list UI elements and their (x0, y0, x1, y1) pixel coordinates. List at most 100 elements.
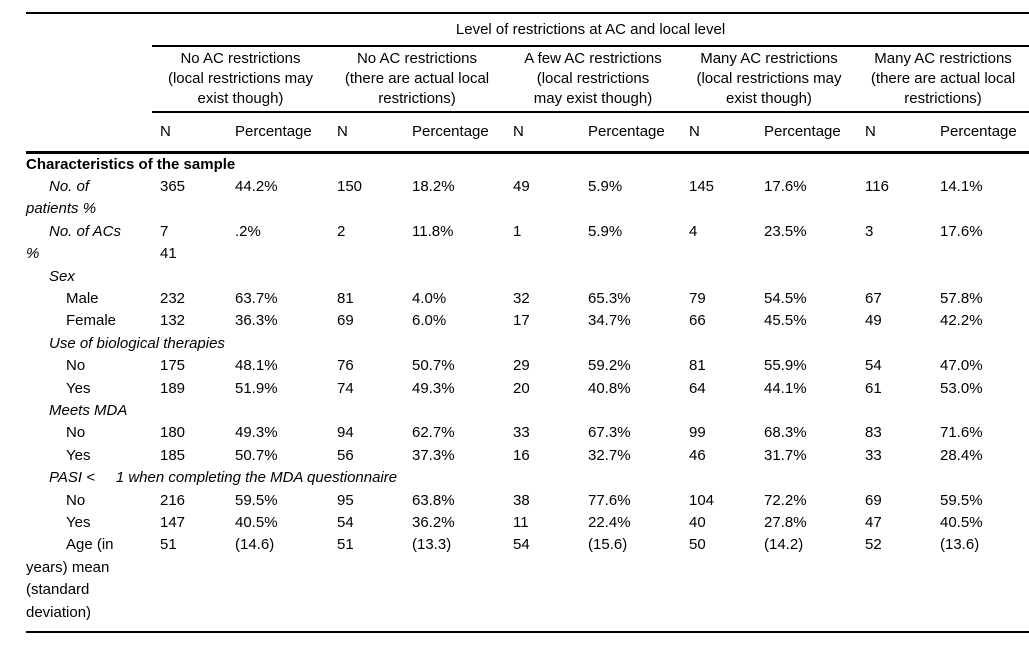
restrictions-table: Level of restrictions at AC and local le… (26, 12, 1029, 634)
label-line: Sex (49, 267, 75, 285)
percentage-value: 59.2% (588, 357, 631, 375)
percentage-value: 47.0% (940, 357, 983, 375)
percentage-value: 67.3% (588, 424, 631, 442)
n-value: 99 (689, 424, 706, 442)
row-label: No (26, 422, 152, 444)
percentage-value: 40.8% (588, 379, 631, 397)
label-line: years) mean (26, 558, 110, 576)
percentage-value: 18.2% (412, 177, 455, 195)
col-header-n: N (329, 112, 404, 154)
percentage-value: (14.2) (764, 536, 804, 554)
n-value: 33 (513, 424, 530, 442)
n-value: 76 (337, 357, 354, 375)
group-header-line: Many AC restrictions (700, 50, 838, 67)
percentage-value: 59.5% (235, 491, 278, 509)
table-row: Yes 147 40.5% 54 36.2% 11 22.4% 40 27.8% 47 40.5% (26, 512, 1029, 534)
group-header-row: No AC restrictions (local restrictions m… (26, 46, 1029, 113)
percentage-value: 50.7% (412, 357, 455, 375)
n-value: 33 (865, 446, 882, 464)
percentage-value: 27.8% (764, 514, 807, 531)
n-value: 29 (513, 357, 530, 375)
percentage-value: 11.8% (412, 222, 454, 240)
percentage-value: 40.5% (940, 514, 983, 531)
subhead-blank-cell (26, 112, 152, 154)
row-label: Age (in years) mean (standard deviation) (26, 534, 152, 624)
n-value: 54 (865, 357, 882, 375)
group-header-line: (local restrictions may (696, 70, 842, 87)
table-row: No. of patients % 365 44.2% 150 18.2% 49 5.9% 14… (26, 176, 1029, 221)
percentage-value: 72.2% (764, 491, 807, 509)
percentage-value: 63.7% (235, 289, 278, 307)
spacer-cell (26, 624, 1029, 632)
n-value: 3 (865, 222, 874, 240)
label-line: No (66, 357, 86, 375)
group-header-few-ac: A few AC restrictions (local restriction… (505, 46, 681, 113)
row-label: No (26, 490, 152, 512)
label-line: Yes (66, 446, 91, 464)
table-row: Male 232 63.7% 81 4.0% 32 65.3% 79 54.5% 67 57.8% (26, 288, 1029, 310)
group-header-line: No AC restrictions (356, 50, 478, 67)
col-header-n: N (681, 112, 756, 154)
table-row: Yes 185 50.7% 56 37.3% 16 32.7% 46 31.7% 33 28.4% (26, 445, 1029, 467)
group-header-line: restrictions) (904, 90, 982, 107)
label-line: Use of biological therapies (49, 334, 225, 352)
table-row: No 175 48.1% 76 50.7% 29 59.2% 81 55.9% 54 47.0% (26, 355, 1029, 377)
percentage-value: (14.6) (235, 536, 275, 554)
n-value: 66 (689, 312, 706, 330)
n-value: 1 (513, 222, 522, 240)
label-line: (standard (26, 581, 90, 599)
n-value: 216 (160, 491, 186, 509)
percentage-value: 51.9% (235, 379, 278, 397)
n-value: 49 (513, 177, 530, 195)
group-header-line: Many AC restrictions (874, 50, 1012, 67)
n-value: 180 (160, 424, 186, 442)
percentage-value: 45.5% (764, 312, 807, 330)
label-line: Female (66, 312, 117, 330)
n-value: 67 (865, 289, 882, 307)
row-label: No. of ACs% (26, 221, 152, 266)
group-header-line: restrictions) (378, 90, 456, 107)
percentage-value: 40.5% (235, 514, 278, 531)
label-line: deviation) (26, 603, 92, 621)
table-row: No 180 49.3% 94 62.7% 33 67.3% 99 68.3% 83 71.6% (26, 422, 1029, 444)
n-value: 69 (865, 491, 882, 509)
section-row: PASI < 1 when completing the MDA questio… (26, 467, 1029, 489)
n-value: 116 (865, 177, 889, 195)
label-line: patients % (26, 200, 97, 218)
percentage-value: 71.6% (940, 424, 983, 442)
percentage-value: 42.2% (940, 312, 983, 330)
percentage-value: 57.8% (940, 289, 983, 307)
col-header-n: N (857, 112, 932, 154)
group-header-many-ac-actual-local: Many AC restrictions (there are actual l… (857, 46, 1029, 113)
percentage-value: 34.7% (588, 312, 631, 330)
table-row: No 216 59.5% 95 63.8% 38 77.6% 104 72.2% 69 59.5% (26, 490, 1029, 512)
section-row: Use of biological therapies (26, 333, 1029, 355)
n-value: 7 41 (160, 222, 177, 263)
spacer-row (26, 624, 1029, 632)
n-value: 104 (689, 491, 715, 509)
percentage-value: 31.7% (764, 446, 807, 464)
table-row: No. of ACs% 7 41 .2% 2 11.8% 1 5.9% 4 23.5% 3 17.6… (26, 221, 1029, 266)
group-header-line: No AC restrictions (180, 50, 301, 67)
row-label: Male (26, 288, 152, 310)
percentage-value: (13.6) (940, 536, 980, 554)
n-value: 51 (337, 536, 354, 554)
percentage-value: .2% (235, 222, 261, 240)
row-label: No (26, 355, 152, 377)
percentage-value: 6.0% (412, 312, 447, 330)
n-value: 74 (337, 379, 354, 397)
n-value: 52 (865, 536, 882, 554)
n-value: 17 (513, 312, 530, 330)
n-value: 2 (337, 222, 346, 240)
percentage-value: 22.4% (588, 514, 631, 531)
n-value: 147 (160, 514, 186, 531)
group-header-line: may exist though) (533, 90, 653, 107)
n-value: 189 (160, 379, 186, 397)
n-value: 185 (160, 446, 186, 464)
percentage-value: 32.7% (588, 446, 631, 464)
col-header-percentage: Percentage (404, 112, 505, 154)
label-line: % (26, 245, 40, 263)
label-line: No. of (49, 177, 90, 195)
section-label: PASI < 1 when completing the MDA questio… (26, 467, 1029, 489)
row-label: No. of patients % (26, 176, 152, 221)
